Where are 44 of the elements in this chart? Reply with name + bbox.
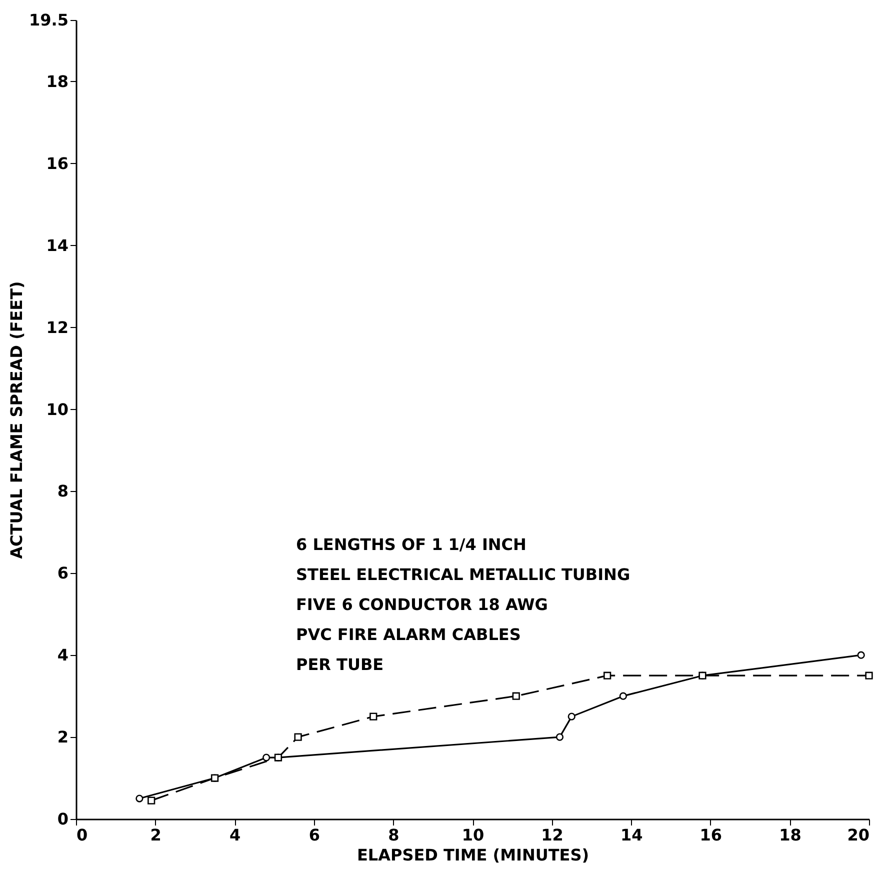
x-tick-label: 18 bbox=[779, 826, 802, 844]
point bbox=[512, 692, 520, 700]
annotation: FIVE 6 CONDUCTOR 18 AWG bbox=[296, 595, 548, 614]
annotation: STEEL ELECTRICAL METALLIC TUBING bbox=[296, 565, 630, 584]
point bbox=[262, 754, 270, 762]
point bbox=[604, 672, 612, 680]
point bbox=[148, 796, 156, 804]
point bbox=[857, 651, 865, 659]
y-tick-label: 4 bbox=[57, 646, 68, 665]
y-axis-title: ACTUAL FLAME SPREAD (FEET) bbox=[7, 281, 26, 559]
point bbox=[698, 672, 706, 680]
x-tick-label: 10 bbox=[462, 826, 484, 844]
point bbox=[619, 692, 627, 700]
x-tick-label: 20 bbox=[847, 826, 870, 844]
y-tick-label: 8 bbox=[57, 482, 68, 501]
point bbox=[556, 733, 564, 741]
point bbox=[865, 672, 873, 680]
point bbox=[370, 712, 378, 720]
y-tick-label: 18 bbox=[46, 72, 68, 91]
y-tick-label: 2 bbox=[57, 728, 68, 747]
y-tick-label: 10 bbox=[46, 400, 68, 419]
point bbox=[294, 733, 302, 741]
y-tick-label: 19.5 bbox=[29, 10, 68, 30]
point bbox=[210, 774, 219, 782]
point bbox=[136, 794, 144, 802]
x-tick-label: 0 bbox=[76, 826, 88, 844]
y-tick-label: 6 bbox=[57, 564, 68, 583]
y-tick-label: 14 bbox=[46, 236, 68, 255]
annotation: PER TUBE bbox=[296, 655, 384, 674]
annotation: 6 LENGTHS OF 1 1/4 INCH bbox=[296, 535, 526, 554]
x-tick-label: 14 bbox=[620, 826, 643, 844]
x-tick-label: 2 bbox=[150, 826, 162, 844]
x-tick-label: 16 bbox=[700, 826, 722, 844]
x-tick-label: 4 bbox=[230, 826, 241, 844]
annotation: PVC FIRE ALARM CABLES bbox=[296, 625, 521, 644]
x-axis-title: ELAPSED TIME (MINUTES) bbox=[356, 846, 590, 864]
x-tick-label: 12 bbox=[541, 826, 564, 844]
y-tick-label: 16 bbox=[46, 154, 68, 173]
x-tick-label: 6 bbox=[308, 826, 320, 844]
y-tick-label: 12 bbox=[46, 318, 68, 337]
y-tick-label: 0 bbox=[57, 810, 68, 828]
point bbox=[274, 754, 282, 762]
x-tick-label: 8 bbox=[388, 826, 400, 844]
point bbox=[568, 712, 576, 720]
